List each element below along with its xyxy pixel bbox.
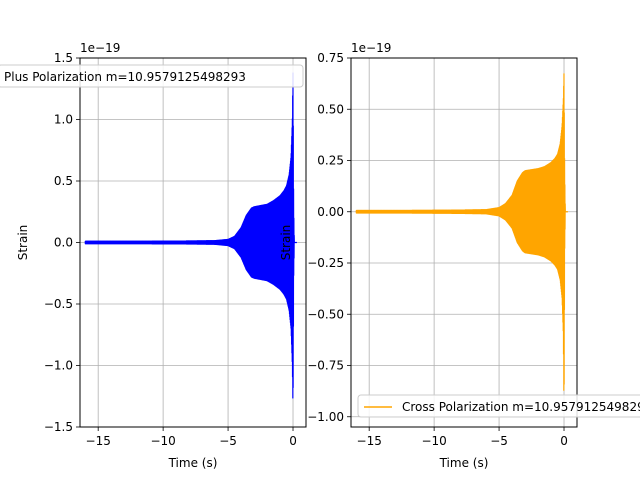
y-axis-label: Strain bbox=[16, 225, 30, 261]
x-tick-label: 0 bbox=[560, 434, 568, 448]
legend-entry: Plus Polarization m=10.9579125498293 bbox=[4, 70, 246, 84]
x-axis-label: Time (s) bbox=[439, 456, 489, 470]
x-tick-label: −10 bbox=[421, 434, 446, 448]
cross-polarization-chart: −15 −10 −5 0 −1.00 −0.75 −0.50 −0.25 0.00 0.25 0.… bbox=[279, 41, 640, 470]
y-tick-label: 0.00 bbox=[317, 205, 344, 219]
series-layer bbox=[84, 72, 298, 399]
x-tick-label: 0 bbox=[289, 434, 297, 448]
y-offset-text: 1e−19 bbox=[351, 41, 391, 55]
y-tick-label: 0.5 bbox=[54, 174, 73, 188]
x-axis: −15 −10 −5 0 bbox=[86, 427, 297, 448]
plus-polarization-chart: −15 −10 −5 0 −1.5 −1.0 −0.5 0.0 0.5 1.0 1.5 Time … bbox=[0, 41, 307, 470]
legend: Cross Polarization m=10.9579125498293 bbox=[357, 394, 640, 418]
x-tick-label: −5 bbox=[219, 434, 237, 448]
y-tick-label: 0.25 bbox=[317, 154, 344, 168]
y-axis: −1.00 −0.75 −0.50 −0.25 0.00 0.25 0.50 0.75 bbox=[307, 51, 351, 424]
y-offset-text: 1e−19 bbox=[80, 41, 120, 55]
y-tick-label: 1.5 bbox=[54, 51, 73, 65]
y-tick-label: −0.50 bbox=[307, 307, 344, 321]
x-tick-label: −15 bbox=[357, 434, 382, 448]
series-line-0 bbox=[84, 72, 298, 399]
x-tick-label: −5 bbox=[490, 434, 508, 448]
y-tick-label: 0.50 bbox=[317, 102, 344, 116]
x-tick-label: −15 bbox=[86, 434, 111, 448]
y-tick-label: 0.75 bbox=[317, 51, 344, 65]
x-axis: −15 −10 −5 0 bbox=[357, 427, 568, 448]
y-axis: −1.5 −1.0 −0.5 0.0 0.5 1.0 1.5 bbox=[44, 51, 80, 434]
legend-box bbox=[357, 394, 640, 418]
y-tick-label: −0.75 bbox=[307, 359, 344, 373]
series-line-0 bbox=[355, 73, 569, 391]
x-axis-label: Time (s) bbox=[168, 456, 218, 470]
axes-frame bbox=[350, 57, 578, 428]
x-tick-label: −10 bbox=[150, 434, 175, 448]
legend-box bbox=[0, 64, 304, 88]
y-axis-label: Strain bbox=[279, 225, 293, 261]
y-tick-label: 1.0 bbox=[54, 113, 73, 127]
legend: Plus Polarization m=10.9579125498293 bbox=[0, 64, 304, 88]
y-tick-label: −1.0 bbox=[44, 359, 73, 373]
y-tick-label: −1.5 bbox=[44, 420, 73, 434]
series-layer bbox=[355, 73, 569, 391]
y-tick-label: −0.5 bbox=[44, 297, 73, 311]
y-tick-label: 0.0 bbox=[54, 236, 73, 250]
y-tick-label: −1.00 bbox=[307, 410, 344, 424]
y-tick-label: −0.25 bbox=[307, 256, 344, 270]
legend-entry: Cross Polarization m=10.9579125498293 bbox=[402, 400, 640, 414]
